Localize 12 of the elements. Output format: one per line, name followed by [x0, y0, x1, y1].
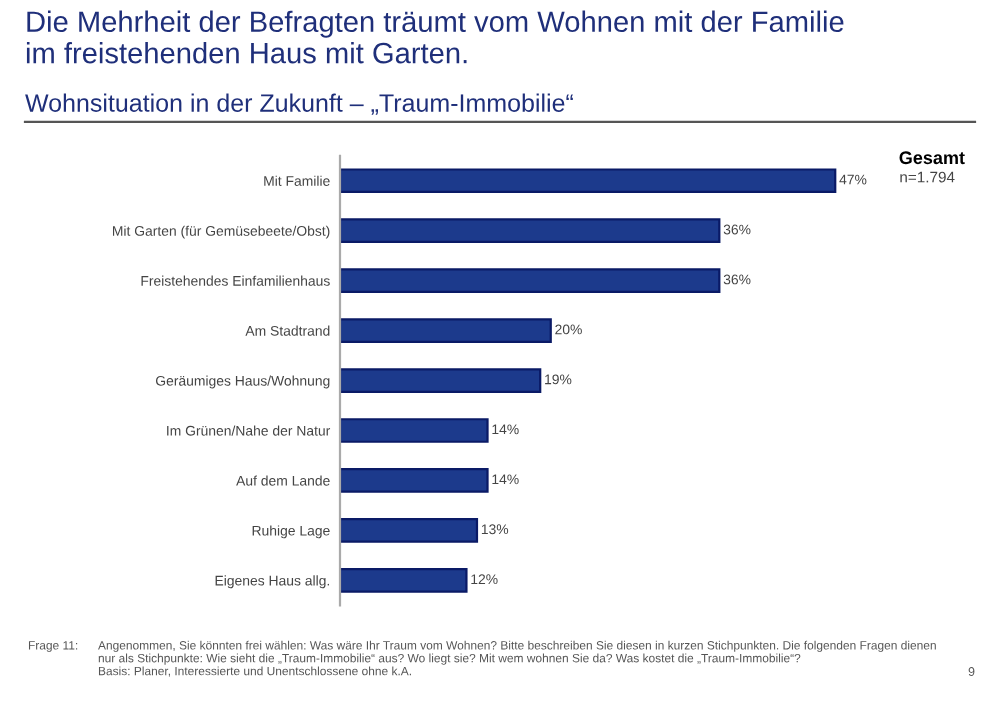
- bar: [340, 268, 721, 293]
- bar: [340, 418, 489, 443]
- bar: [340, 318, 552, 343]
- bar: [340, 568, 468, 593]
- bar: [340, 518, 479, 543]
- bar: [340, 368, 542, 393]
- bar: [340, 468, 489, 493]
- bar: [340, 168, 837, 194]
- chart-title: Die Mehrheit der Befragten träumt vom Wohnen mit der Familie im freistehenden Haus mit Garten.: [26, 10, 844, 64]
- bar: [340, 218, 721, 244]
- text: Gesamt: [899, 151, 965, 165]
- chart-subtitle: Wohnsituation in der Zukunft – „Traum-Immobilie“: [25, 93, 573, 115]
